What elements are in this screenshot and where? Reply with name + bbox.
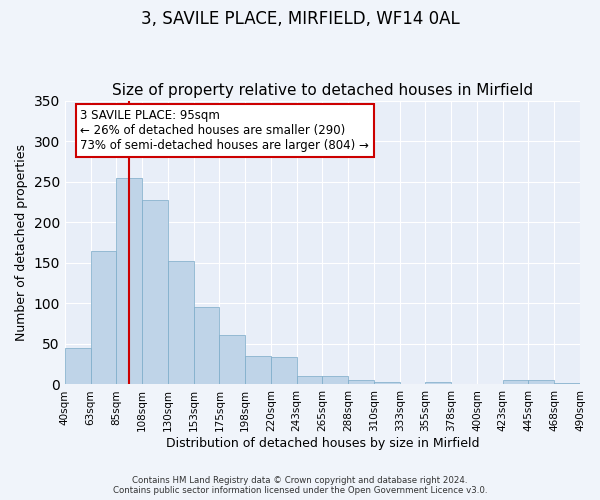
Bar xyxy=(194,306,220,384)
Bar xyxy=(245,356,271,384)
Bar xyxy=(322,376,348,384)
Text: 3 SAVILE PLACE: 95sqm
← 26% of detached houses are smaller (290)
73% of semi-det: 3 SAVILE PLACE: 95sqm ← 26% of detached … xyxy=(80,109,369,152)
Bar xyxy=(296,376,322,384)
Bar xyxy=(91,252,116,384)
Bar xyxy=(271,357,296,384)
Bar xyxy=(65,348,91,385)
Bar xyxy=(142,200,168,384)
Bar xyxy=(503,380,529,384)
Text: Contains HM Land Registry data © Crown copyright and database right 2024.
Contai: Contains HM Land Registry data © Crown c… xyxy=(113,476,487,495)
Text: 3, SAVILE PLACE, MIRFIELD, WF14 0AL: 3, SAVILE PLACE, MIRFIELD, WF14 0AL xyxy=(140,10,460,28)
Bar xyxy=(220,335,245,384)
Bar xyxy=(529,380,554,384)
Bar xyxy=(554,383,580,384)
Title: Size of property relative to detached houses in Mirfield: Size of property relative to detached ho… xyxy=(112,83,533,98)
Bar xyxy=(425,382,451,384)
Y-axis label: Number of detached properties: Number of detached properties xyxy=(15,144,28,341)
Bar xyxy=(348,380,374,384)
Bar xyxy=(116,178,142,384)
Bar xyxy=(168,261,194,384)
X-axis label: Distribution of detached houses by size in Mirfield: Distribution of detached houses by size … xyxy=(166,437,479,450)
Bar xyxy=(374,382,400,384)
